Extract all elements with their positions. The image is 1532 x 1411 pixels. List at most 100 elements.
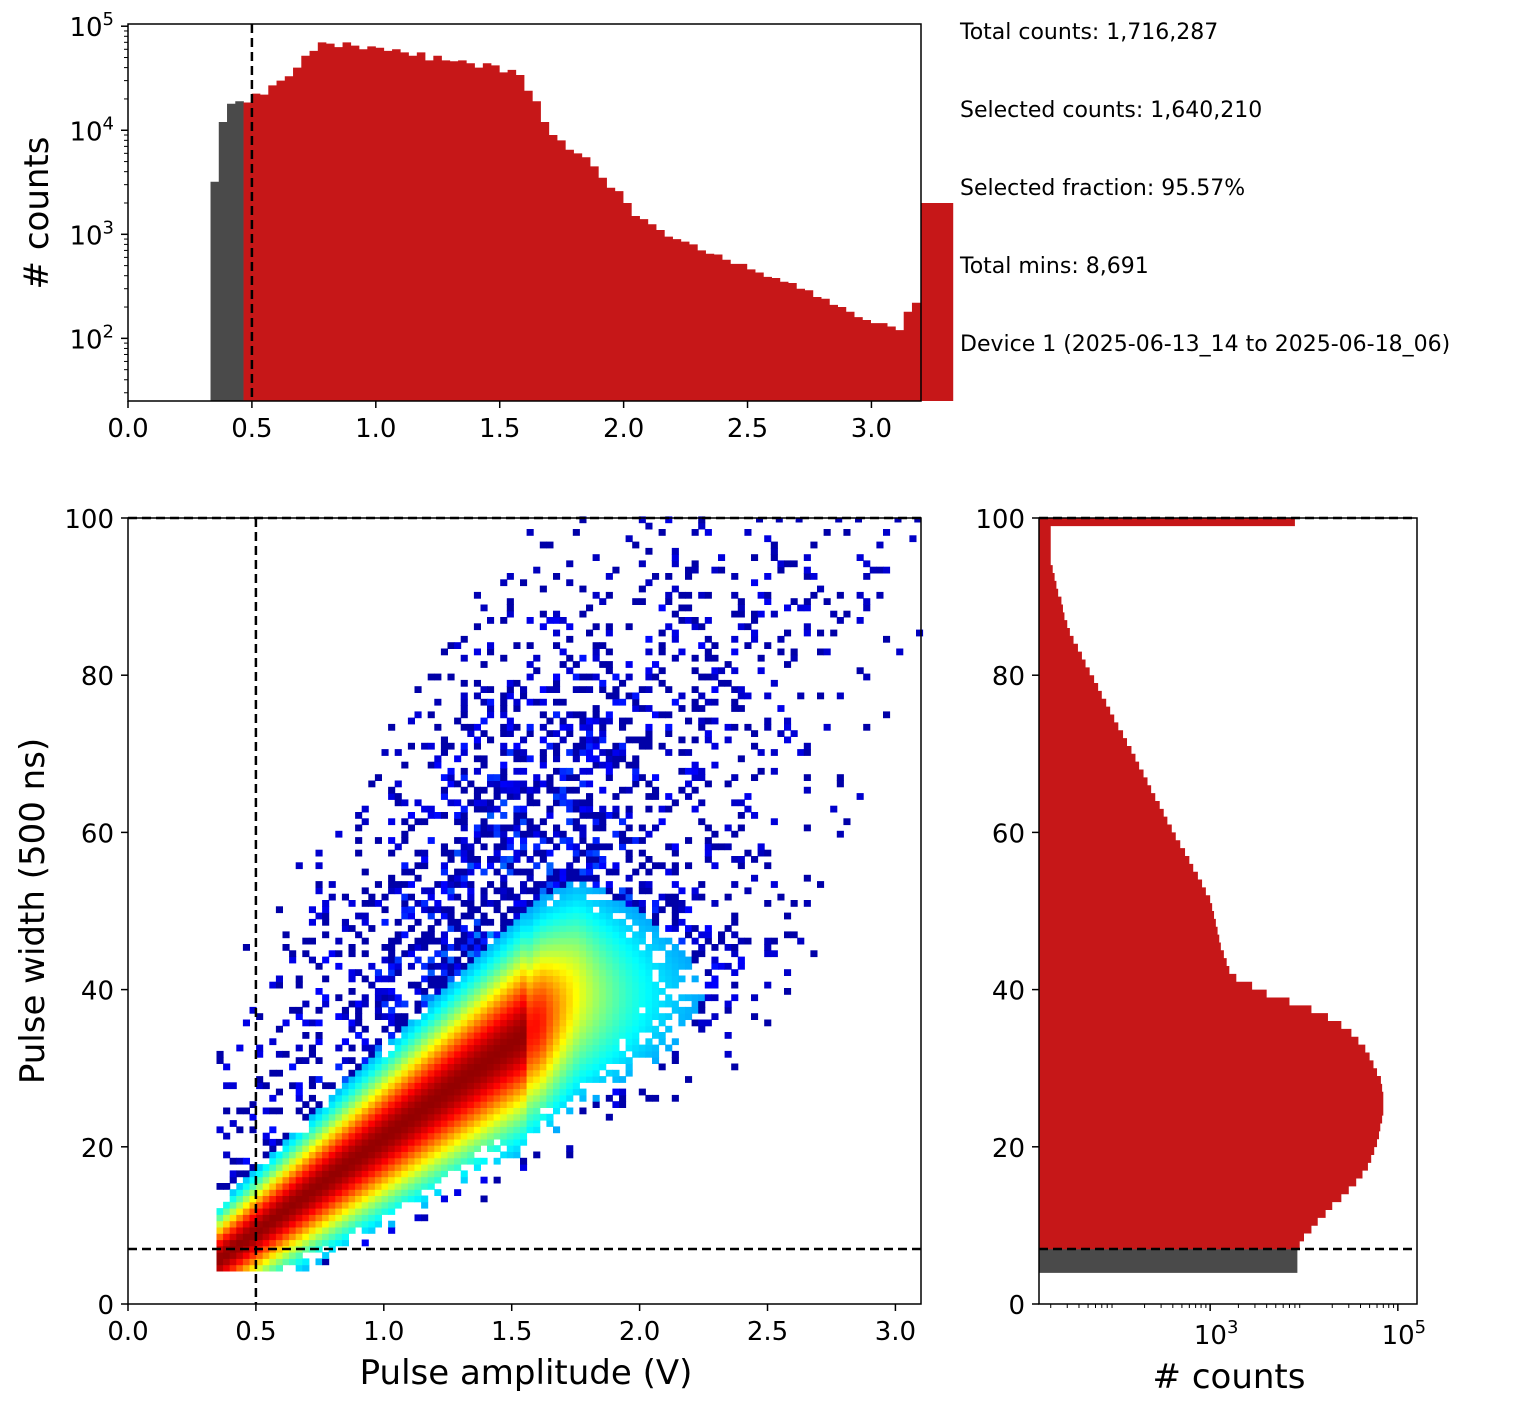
x-tick-label: 0.5 bbox=[235, 1317, 276, 1347]
heatmap-cell bbox=[546, 1076, 554, 1083]
heatmap-cell bbox=[454, 818, 462, 826]
heatmap-cell bbox=[757, 843, 765, 851]
heatmap-cell bbox=[328, 1233, 336, 1241]
heatmap-cell bbox=[731, 1063, 739, 1071]
heatmap-cell bbox=[652, 994, 660, 1002]
heatmap-cell bbox=[506, 723, 514, 731]
heatmap-cell bbox=[282, 1132, 290, 1140]
heatmap-cell bbox=[328, 1227, 336, 1234]
heatmap-cell bbox=[539, 1019, 547, 1027]
heatmap-cell bbox=[625, 535, 633, 543]
heatmap-cell bbox=[619, 749, 627, 756]
heatmap-cell bbox=[612, 969, 620, 976]
heatmap-cell bbox=[401, 1164, 409, 1171]
heatmap-cell bbox=[599, 950, 607, 958]
heatmap-cell bbox=[513, 1138, 521, 1146]
heatmap-cell bbox=[632, 541, 640, 549]
heatmap-cell bbox=[295, 1057, 303, 1064]
heatmap-cell bbox=[374, 1101, 382, 1108]
heatmap-cell bbox=[572, 918, 580, 926]
heatmap-cell bbox=[592, 1063, 600, 1071]
heatmap-cell bbox=[500, 1069, 508, 1077]
heatmap-cell bbox=[652, 944, 660, 951]
heatmap-cell bbox=[770, 767, 778, 775]
heatmap-cell bbox=[566, 711, 574, 719]
heatmap-cell bbox=[322, 918, 330, 926]
heatmap-cell bbox=[467, 975, 475, 983]
heatmap-cell bbox=[770, 881, 778, 888]
heatmap-cell bbox=[520, 994, 528, 1002]
heatmap-cell bbox=[513, 1063, 521, 1071]
heatmap-cell bbox=[599, 736, 607, 744]
heatmap-cell bbox=[731, 648, 739, 656]
heatmap-cell bbox=[572, 1076, 580, 1083]
heatmap-cell bbox=[282, 1019, 290, 1027]
heatmap-cell bbox=[295, 1208, 303, 1215]
heatmap-cell bbox=[401, 862, 409, 870]
heatmap-cell bbox=[361, 1201, 369, 1209]
heatmap-cell bbox=[612, 1019, 620, 1027]
heatmap-cell bbox=[427, 1088, 435, 1096]
heatmap-cell bbox=[553, 830, 561, 838]
heatmap-cell bbox=[863, 723, 871, 731]
heatmap-cell bbox=[665, 591, 673, 599]
heatmap-cell bbox=[856, 617, 864, 624]
heatmap-cell bbox=[401, 1107, 409, 1115]
heatmap-cell bbox=[704, 931, 712, 939]
heatmap-cell bbox=[619, 755, 627, 763]
heatmap-cell bbox=[401, 1183, 409, 1190]
heatmap-cell bbox=[665, 843, 673, 851]
heatmap-cell bbox=[335, 994, 343, 1002]
heatmap-cell bbox=[658, 975, 666, 983]
heatmap-cell bbox=[506, 1088, 514, 1096]
heatmap-cell bbox=[434, 1044, 442, 1052]
heatmap-cell bbox=[388, 1183, 396, 1190]
heatmap-cell bbox=[394, 1170, 402, 1178]
heatmap-cell bbox=[282, 1050, 290, 1058]
heatmap-cell bbox=[586, 1013, 594, 1020]
heatmap-cell bbox=[559, 881, 567, 888]
heatmap-cell bbox=[506, 1063, 514, 1071]
heatmap-cell bbox=[731, 830, 739, 838]
heatmap-cell bbox=[513, 912, 521, 920]
heatmap-cell bbox=[691, 529, 699, 536]
heatmap-cell bbox=[315, 1183, 323, 1190]
heatmap-cell bbox=[751, 994, 759, 1002]
heatmap-cell bbox=[711, 654, 719, 662]
heatmap-cell bbox=[487, 705, 495, 712]
heatmap-cell bbox=[440, 1063, 448, 1071]
heatmap-cell bbox=[579, 717, 587, 725]
heatmap-cell bbox=[236, 1233, 244, 1241]
heatmap-cell bbox=[447, 1032, 455, 1039]
heatmap-cell bbox=[328, 1120, 336, 1127]
heatmap-cell bbox=[374, 1170, 382, 1178]
heatmap-cell bbox=[883, 711, 891, 719]
heatmap-cell bbox=[691, 1019, 699, 1027]
heatmap-cell bbox=[605, 1006, 613, 1014]
heatmap-cell bbox=[480, 956, 488, 964]
heatmap-cell bbox=[348, 1138, 356, 1146]
heatmap-cell bbox=[625, 962, 633, 970]
heatmap-cell bbox=[526, 830, 534, 838]
heatmap-cell bbox=[249, 1258, 257, 1266]
heatmap-cell bbox=[572, 1069, 580, 1077]
heatmap-cell bbox=[645, 1094, 653, 1102]
heatmap-cell bbox=[493, 931, 501, 939]
heatmap-cell bbox=[315, 1195, 323, 1203]
heatmap-cell bbox=[454, 849, 462, 857]
heatmap-cell bbox=[698, 1000, 706, 1008]
heatmap-cell bbox=[599, 1063, 607, 1071]
heatmap-cell bbox=[665, 893, 673, 901]
heatmap-cell bbox=[421, 1126, 429, 1134]
heatmap-cell bbox=[315, 1019, 323, 1027]
heatmap-cell bbox=[803, 774, 811, 781]
heatmap-cell bbox=[539, 906, 547, 914]
heatmap-cell bbox=[289, 1214, 297, 1222]
heatmap-cell bbox=[592, 856, 600, 863]
heatmap-cell bbox=[757, 654, 765, 662]
heatmap-cell bbox=[526, 950, 534, 958]
heatmap-cell bbox=[586, 1063, 594, 1071]
heatmap-cell bbox=[764, 937, 772, 945]
heatmap-cell bbox=[355, 1088, 363, 1096]
heatmap-cell bbox=[487, 1013, 495, 1020]
